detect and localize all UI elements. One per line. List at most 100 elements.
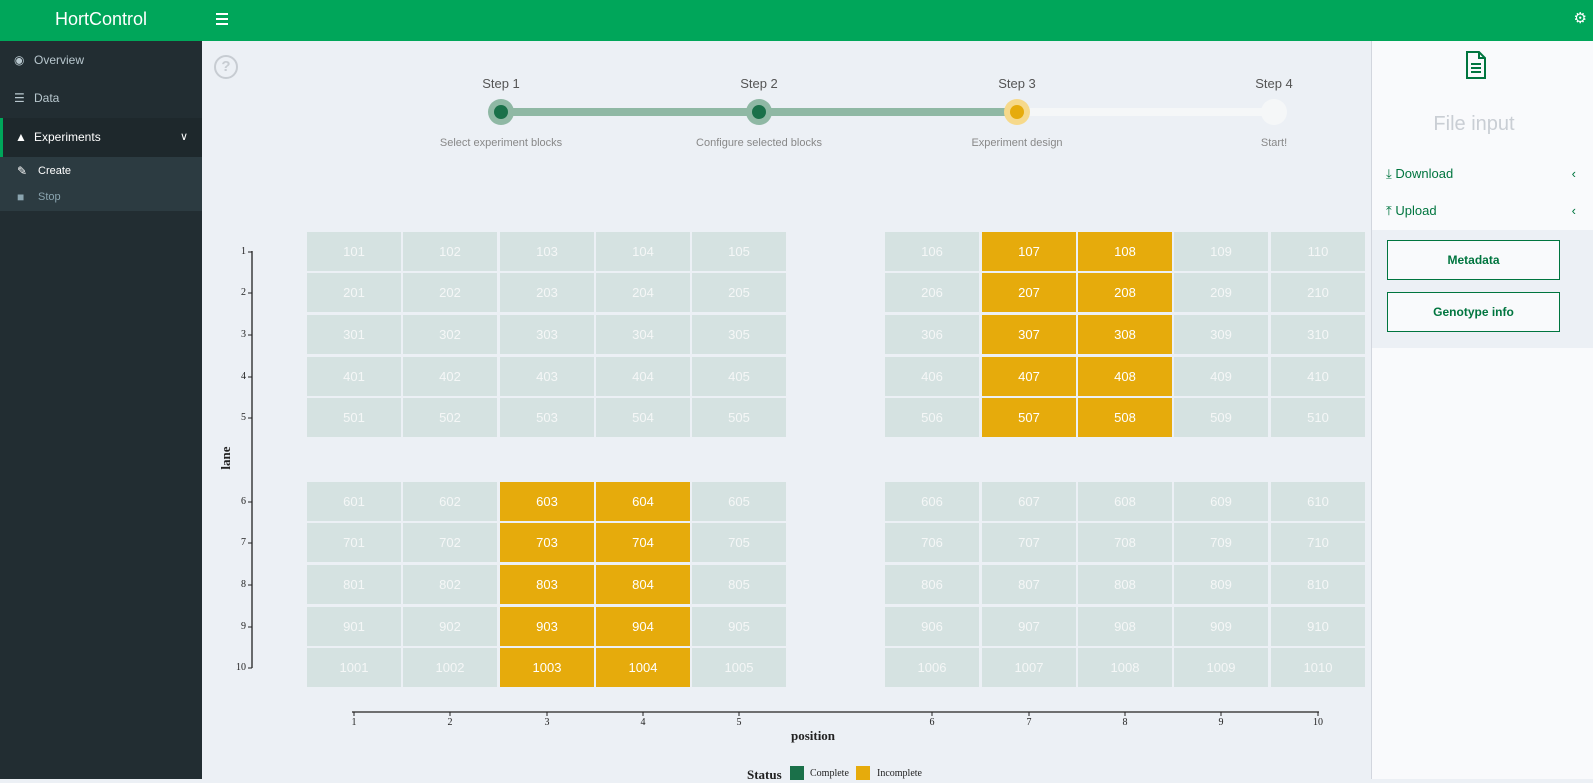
block-cell-307[interactable]: 307 <box>982 315 1076 354</box>
block-cell-908[interactable]: 908 <box>1078 607 1172 646</box>
block-cell-902[interactable]: 902 <box>403 607 497 646</box>
block-cell-404[interactable]: 404 <box>596 357 690 396</box>
sidebar-subitem-create[interactable]: ✎ Create <box>0 158 202 184</box>
block-cell-1002[interactable]: 1002 <box>403 648 497 687</box>
block-cell-610[interactable]: 610 <box>1271 482 1365 521</box>
block-cell-1003[interactable]: 1003 <box>500 648 594 687</box>
block-cell-305[interactable]: 305 <box>692 315 786 354</box>
block-cell-608[interactable]: 608 <box>1078 482 1172 521</box>
block-cell-807[interactable]: 807 <box>982 565 1076 604</box>
block-cell-309[interactable]: 309 <box>1174 315 1268 354</box>
block-cell-1001[interactable]: 1001 <box>307 648 401 687</box>
block-cell-304[interactable]: 304 <box>596 315 690 354</box>
block-cell-1010[interactable]: 1010 <box>1271 648 1365 687</box>
block-cell-706[interactable]: 706 <box>885 523 979 562</box>
block-cell-508[interactable]: 508 <box>1078 398 1172 437</box>
block-cell-106[interactable]: 106 <box>885 232 979 271</box>
block-cell-306[interactable]: 306 <box>885 315 979 354</box>
block-cell-103[interactable]: 103 <box>500 232 594 271</box>
block-cell-107[interactable]: 107 <box>982 232 1076 271</box>
step-2-dot[interactable] <box>746 99 772 125</box>
download-link[interactable]: ⤓ Download ‹ <box>1386 166 1576 182</box>
block-cell-705[interactable]: 705 <box>692 523 786 562</box>
block-cell-604[interactable]: 604 <box>596 482 690 521</box>
block-cell-202[interactable]: 202 <box>403 273 497 312</box>
block-cell-601[interactable]: 601 <box>307 482 401 521</box>
app-logo[interactable]: HortControl <box>0 0 202 41</box>
block-cell-505[interactable]: 505 <box>692 398 786 437</box>
block-cell-609[interactable]: 609 <box>1174 482 1268 521</box>
block-cell-208[interactable]: 208 <box>1078 273 1172 312</box>
block-cell-401[interactable]: 401 <box>307 357 401 396</box>
block-cell-710[interactable]: 710 <box>1271 523 1365 562</box>
sidebar-item-experiments[interactable]: ▲ Experiments ∨ <box>0 118 202 157</box>
block-cell-702[interactable]: 702 <box>403 523 497 562</box>
block-cell-206[interactable]: 206 <box>885 273 979 312</box>
block-cell-502[interactable]: 502 <box>403 398 497 437</box>
block-cell-207[interactable]: 207 <box>982 273 1076 312</box>
block-cell-403[interactable]: 403 <box>500 357 594 396</box>
block-cell-102[interactable]: 102 <box>403 232 497 271</box>
block-cell-1009[interactable]: 1009 <box>1174 648 1268 687</box>
block-cell-108[interactable]: 108 <box>1078 232 1172 271</box>
block-cell-806[interactable]: 806 <box>885 565 979 604</box>
block-cell-607[interactable]: 607 <box>982 482 1076 521</box>
block-cell-907[interactable]: 907 <box>982 607 1076 646</box>
gears-icon[interactable]: ⚙ <box>1573 10 1587 27</box>
block-cell-703[interactable]: 703 <box>500 523 594 562</box>
block-cell-507[interactable]: 507 <box>982 398 1076 437</box>
block-cell-308[interactable]: 308 <box>1078 315 1172 354</box>
block-cell-301[interactable]: 301 <box>307 315 401 354</box>
block-cell-504[interactable]: 504 <box>596 398 690 437</box>
block-cell-1004[interactable]: 1004 <box>596 648 690 687</box>
block-cell-209[interactable]: 209 <box>1174 273 1268 312</box>
block-cell-101[interactable]: 101 <box>307 232 401 271</box>
block-cell-201[interactable]: 201 <box>307 273 401 312</box>
block-cell-104[interactable]: 104 <box>596 232 690 271</box>
block-cell-1005[interactable]: 1005 <box>692 648 786 687</box>
block-cell-506[interactable]: 506 <box>885 398 979 437</box>
sidebar-toggle-icon[interactable] <box>216 13 228 25</box>
block-cell-310[interactable]: 310 <box>1271 315 1365 354</box>
block-cell-503[interactable]: 503 <box>500 398 594 437</box>
sidebar-item-overview[interactable]: ◉ Overview <box>0 41 202 79</box>
block-cell-303[interactable]: 303 <box>500 315 594 354</box>
block-cell-509[interactable]: 509 <box>1174 398 1268 437</box>
step-3-dot[interactable] <box>1004 99 1030 125</box>
block-cell-1006[interactable]: 1006 <box>885 648 979 687</box>
block-cell-701[interactable]: 701 <box>307 523 401 562</box>
block-cell-906[interactable]: 906 <box>885 607 979 646</box>
block-cell-605[interactable]: 605 <box>692 482 786 521</box>
help-icon[interactable]: ? <box>214 55 238 79</box>
block-cell-402[interactable]: 402 <box>403 357 497 396</box>
block-cell-901[interactable]: 901 <box>307 607 401 646</box>
block-cell-809[interactable]: 809 <box>1174 565 1268 604</box>
step-4-dot[interactable] <box>1261 99 1287 125</box>
block-cell-707[interactable]: 707 <box>982 523 1076 562</box>
block-cell-704[interactable]: 704 <box>596 523 690 562</box>
block-cell-905[interactable]: 905 <box>692 607 786 646</box>
block-cell-405[interactable]: 405 <box>692 357 786 396</box>
block-cell-408[interactable]: 408 <box>1078 357 1172 396</box>
block-cell-803[interactable]: 803 <box>500 565 594 604</box>
block-cell-910[interactable]: 910 <box>1271 607 1365 646</box>
block-cell-409[interactable]: 409 <box>1174 357 1268 396</box>
block-cell-606[interactable]: 606 <box>885 482 979 521</box>
block-cell-501[interactable]: 501 <box>307 398 401 437</box>
block-cell-602[interactable]: 602 <box>403 482 497 521</box>
block-cell-801[interactable]: 801 <box>307 565 401 604</box>
metadata-button[interactable]: Metadata <box>1387 240 1560 280</box>
sidebar-item-data[interactable]: ☰ Data <box>0 79 202 117</box>
block-cell-709[interactable]: 709 <box>1174 523 1268 562</box>
block-cell-110[interactable]: 110 <box>1271 232 1365 271</box>
block-cell-302[interactable]: 302 <box>403 315 497 354</box>
block-cell-708[interactable]: 708 <box>1078 523 1172 562</box>
block-cell-510[interactable]: 510 <box>1271 398 1365 437</box>
block-cell-805[interactable]: 805 <box>692 565 786 604</box>
block-cell-406[interactable]: 406 <box>885 357 979 396</box>
block-cell-903[interactable]: 903 <box>500 607 594 646</box>
block-cell-804[interactable]: 804 <box>596 565 690 604</box>
block-cell-810[interactable]: 810 <box>1271 565 1365 604</box>
block-cell-1007[interactable]: 1007 <box>982 648 1076 687</box>
block-cell-808[interactable]: 808 <box>1078 565 1172 604</box>
